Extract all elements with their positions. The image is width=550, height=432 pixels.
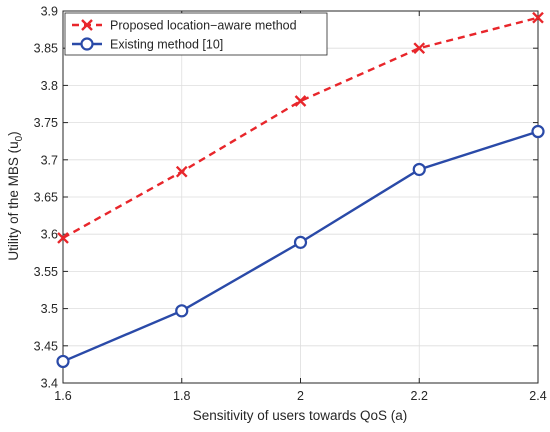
x-tick-label-0: 1.6 (54, 389, 71, 403)
y-axis-label-close: ) (6, 131, 21, 136)
y-tick-label-4: 3.6 (41, 228, 58, 242)
y-axis-label: Utility of the MBS (u0) (6, 131, 25, 260)
y-tick-label-8: 3.8 (41, 79, 58, 93)
series-1 (56, 124, 545, 369)
legend-marker-0-stroke-b (81, 19, 93, 31)
y-tick-label-3: 3.55 (34, 265, 58, 279)
y-tick-label-7: 3.75 (34, 116, 58, 130)
legend-label-1: Existing method [10] (110, 38, 223, 52)
y-tick-label-2: 3.5 (41, 302, 58, 316)
series-0-point-1 (175, 165, 188, 178)
y-tick-label-6: 3.7 (41, 153, 58, 167)
series-1-point-2 (293, 235, 308, 249)
series-0-point-3-stroke-b (413, 42, 426, 55)
legend-label-0: Proposed location−aware method (110, 19, 297, 33)
x-axis-label: Sensitivity of users towards QoS (a) (193, 408, 408, 423)
series-0-line (62, 16, 539, 239)
x-tick-label-3: 2.2 (411, 389, 428, 403)
series-0-point-3 (413, 42, 426, 55)
y-tick-label-1: 3.45 (34, 339, 58, 353)
y-axis-label-main: Utility of the MBS (u (6, 141, 21, 260)
series-0-point-4-stroke-b (532, 11, 544, 24)
series-0-point-1-stroke-b (175, 165, 188, 178)
series-0-point-2 (294, 95, 307, 107)
legend-box (64, 12, 328, 56)
y-axis-label-subscript: 0 (14, 135, 25, 141)
series-1-point-4 (531, 124, 545, 139)
legend-marker-0 (81, 19, 93, 31)
y-tick-label-0: 3.4 (41, 377, 58, 391)
series-1-point-0 (56, 354, 70, 369)
series-layer (56, 11, 545, 369)
x-tick-label-1: 1.8 (173, 389, 190, 403)
x-tick-label-2: 2 (297, 389, 304, 403)
legend-marker-1 (80, 37, 94, 51)
series-0-point-2-stroke-b (294, 95, 307, 107)
y-tick-label-9: 3.85 (34, 42, 58, 56)
series-0-point-4 (532, 11, 544, 24)
y-tick-label-5: 3.65 (34, 191, 58, 205)
series-0-point-0 (57, 232, 69, 244)
series-1-point-3 (412, 162, 426, 177)
y-tick-label-10: 3.9 (41, 5, 58, 19)
series-0-point-0-stroke-b (57, 232, 69, 244)
series-1-point-1 (175, 304, 189, 318)
series-0 (57, 11, 544, 244)
x-tick-label-4: 2.4 (529, 389, 546, 403)
legend: Proposed location−aware method Existing m… (64, 12, 328, 56)
